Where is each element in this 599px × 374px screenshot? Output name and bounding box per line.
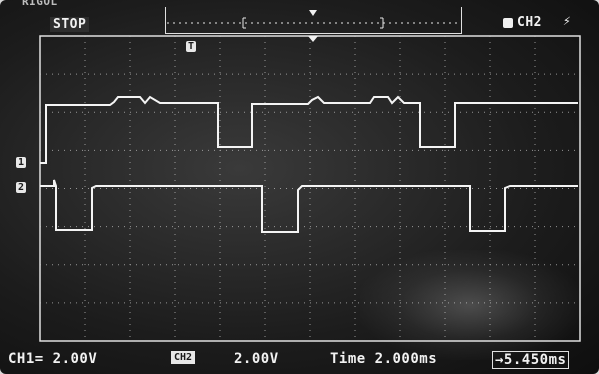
- memory-position-bar[interactable]: [165, 7, 462, 34]
- ch1-waveform: [40, 95, 578, 164]
- trigger-offset[interactable]: →5.450ms: [492, 351, 570, 369]
- trigger-icon: [503, 18, 513, 28]
- memory-window: [167, 17, 458, 29]
- ch2-channel-tag: CH2: [171, 351, 196, 364]
- trigger-position-arrow: [309, 10, 317, 16]
- ch2-ground-marker[interactable]: 2: [16, 182, 27, 193]
- trigger-time-arrow: [308, 36, 318, 42]
- graticule-grid: [40, 36, 580, 341]
- ch2-waveform: [40, 179, 578, 233]
- trigger-position-marker: T: [186, 41, 197, 52]
- run-stop-status[interactable]: STOP: [50, 17, 90, 32]
- rising-edge-icon: ⚡: [563, 14, 572, 29]
- ch1-volts-per-div[interactable]: CH1= 2.00V: [8, 351, 98, 367]
- timebase-scale[interactable]: Time 2.000ms: [330, 351, 438, 367]
- brand-label: RIGOL: [22, 0, 58, 8]
- trigger-source[interactable]: CH2: [517, 15, 542, 30]
- ch2-volts-per-div[interactable]: 2.00V: [234, 351, 279, 367]
- ch1-ground-marker[interactable]: 1: [16, 157, 27, 168]
